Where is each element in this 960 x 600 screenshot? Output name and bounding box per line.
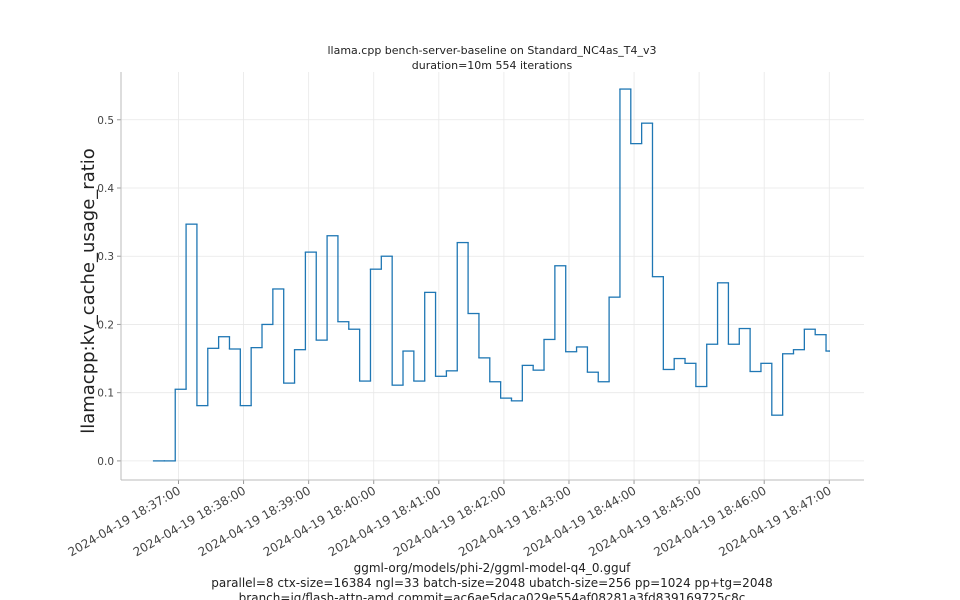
x-tick-label: 2024-04-19 18:41:00 — [326, 483, 443, 559]
y-tick-label: 0.4 — [97, 183, 114, 195]
x-tick-label: 2024-04-19 18:40:00 — [261, 483, 378, 559]
y-tick-label: 0.2 — [97, 319, 114, 331]
x-tick-label: 2024-04-19 18:44:00 — [521, 483, 638, 559]
y-tick-label: 0.0 — [97, 456, 114, 468]
x-tick-label: 2024-04-19 18:42:00 — [391, 483, 508, 559]
x-tick-label: 2024-04-19 18:37:00 — [66, 483, 183, 559]
x-tick-label: 2024-04-19 18:47:00 — [716, 483, 833, 559]
chart-subtitle: duration=10m 554 iterations — [412, 59, 573, 72]
footer-line: parallel=8 ctx-size=16384 ngl=33 batch-s… — [211, 576, 772, 590]
x-tick-label: 2024-04-19 18:43:00 — [456, 483, 573, 559]
y-tick-label: 0.3 — [97, 251, 114, 263]
x-tick-label: 2024-04-19 18:39:00 — [196, 483, 313, 559]
x-tick-label: 2024-04-19 18:38:00 — [131, 483, 248, 559]
footer-line: branch=jg/flash-attn-amd commit=ac6ae5da… — [239, 591, 746, 600]
x-tick-label: 2024-04-19 18:45:00 — [586, 483, 703, 559]
x-tick-label: 2024-04-19 18:46:00 — [651, 483, 768, 559]
y-tick-label: 0.1 — [97, 388, 114, 400]
y-axis-label: llamacpp:kv_cache_usage_ratio — [78, 148, 99, 434]
y-tick-label: 0.5 — [97, 115, 114, 127]
footer-line: ggml-org/models/phi-2/ggml-model-q4_0.gg… — [354, 561, 632, 575]
chart-title: llama.cpp bench-server-baseline on Stand… — [327, 44, 656, 57]
